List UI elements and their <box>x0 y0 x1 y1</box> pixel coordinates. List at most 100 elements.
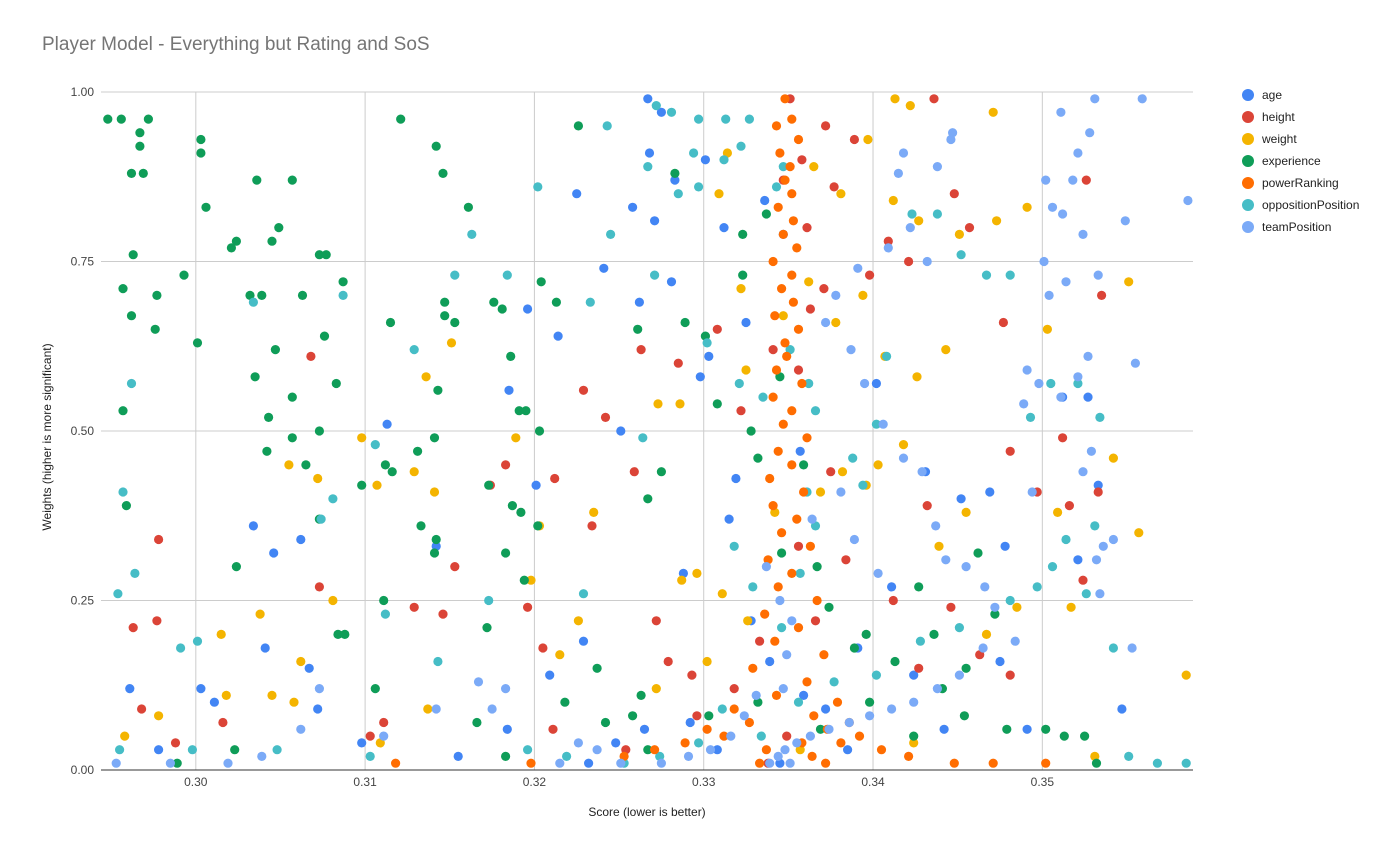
data-point-height <box>314 582 324 592</box>
data-point-powerRanking <box>1041 758 1051 768</box>
legend-item-teamPosition[interactable]: teamPosition <box>1242 216 1359 238</box>
data-point-teamPosition <box>1061 277 1071 287</box>
legend-item-weight[interactable]: weight <box>1242 128 1359 150</box>
data-point-teamPosition <box>1090 94 1100 104</box>
data-point-age <box>656 107 667 117</box>
data-point-teamPosition <box>1073 148 1083 158</box>
data-point-height <box>805 304 816 314</box>
data-point-weight <box>653 399 663 409</box>
data-point-weight <box>778 311 788 321</box>
data-point-powerRanking <box>777 528 787 538</box>
data-point-teamPosition <box>1047 202 1058 212</box>
data-point-teamPosition <box>223 758 233 768</box>
data-point-experience <box>501 751 511 762</box>
data-point-teamPosition <box>656 758 667 768</box>
data-point-weight <box>702 656 712 667</box>
data-point-experience <box>534 426 545 436</box>
data-point-powerRanking <box>760 609 770 619</box>
data-point-weight <box>1053 507 1063 517</box>
data-point-experience <box>507 501 517 511</box>
data-point-oppositionPosition <box>694 182 704 192</box>
data-point-height <box>523 602 533 612</box>
data-point-oppositionPosition <box>365 751 375 762</box>
data-point-experience <box>319 331 330 341</box>
data-point-experience <box>267 236 277 246</box>
data-point-weight <box>357 433 367 443</box>
data-point-weight <box>837 467 848 477</box>
data-point-teamPosition <box>1022 365 1032 375</box>
data-point-height <box>1078 575 1088 585</box>
data-point-experience <box>753 453 763 463</box>
data-point-experience <box>890 656 900 667</box>
data-point-oppositionPosition <box>380 609 390 619</box>
data-point-experience <box>431 141 441 151</box>
legend-item-oppositionPosition[interactable]: oppositionPosition <box>1242 194 1359 216</box>
data-point-experience <box>333 629 343 640</box>
data-point-oppositionPosition <box>1081 589 1091 599</box>
data-point-weight <box>284 460 294 470</box>
data-point-weight <box>1022 202 1032 212</box>
data-point-powerRanking <box>793 134 804 145</box>
data-point-oppositionPosition <box>858 480 868 490</box>
data-point-experience <box>103 114 113 124</box>
data-point-teamPosition <box>909 697 919 707</box>
data-point-height <box>1081 175 1091 185</box>
data-point-weight <box>941 345 951 355</box>
data-point-teamPosition <box>296 724 306 734</box>
data-point-experience <box>1041 724 1051 734</box>
legend-marker <box>1242 177 1254 189</box>
data-point-powerRanking <box>812 595 822 606</box>
legend-item-age[interactable]: age <box>1242 84 1359 106</box>
series-weight <box>120 94 1191 762</box>
data-point-height <box>687 670 697 680</box>
data-point-experience <box>126 311 137 321</box>
data-point-age <box>650 216 660 226</box>
data-point-oppositionPosition <box>1152 758 1162 768</box>
legend-item-height[interactable]: height <box>1242 106 1359 128</box>
data-point-weight <box>898 440 909 450</box>
data-point-teamPosition <box>257 751 267 762</box>
data-point-powerRanking <box>793 623 804 633</box>
data-point-height <box>218 717 228 728</box>
data-point-experience <box>226 243 236 253</box>
data-point-experience <box>370 684 380 694</box>
data-point-weight <box>589 507 599 517</box>
data-point-experience <box>704 711 714 721</box>
data-point-powerRanking <box>805 541 816 551</box>
data-point-weight <box>328 595 338 606</box>
data-point-age <box>382 419 392 429</box>
data-point-height <box>1093 487 1103 497</box>
legend-item-experience[interactable]: experience <box>1242 150 1359 172</box>
data-point-powerRanking <box>702 724 712 734</box>
legend-label: teamPosition <box>1262 220 1332 234</box>
data-point-height <box>1058 433 1068 443</box>
data-point-oppositionPosition <box>758 392 768 402</box>
legend-label: weight <box>1262 132 1297 146</box>
data-point-oppositionPosition <box>702 338 712 348</box>
data-point-powerRanking <box>778 229 788 239</box>
data-point-experience <box>440 297 450 307</box>
data-point-weight <box>888 195 898 206</box>
data-point-age <box>741 317 751 328</box>
data-point-powerRanking <box>778 419 788 429</box>
data-point-experience <box>633 324 643 334</box>
data-point-experience <box>536 277 546 287</box>
data-point-teamPosition <box>931 521 941 531</box>
data-point-experience <box>573 121 584 131</box>
data-point-oppositionPosition <box>734 378 744 389</box>
data-point-age <box>578 636 589 646</box>
data-point-weight <box>555 650 565 660</box>
data-point-oppositionPosition <box>882 351 892 361</box>
data-point-teamPosition <box>917 467 927 477</box>
data-point-teamPosition <box>898 453 909 463</box>
data-point-experience <box>196 148 206 158</box>
data-point-powerRanking <box>773 446 783 456</box>
data-point-experience <box>252 175 262 185</box>
data-point-oppositionPosition <box>192 636 203 646</box>
data-point-weight <box>981 629 992 640</box>
data-point-teamPosition <box>865 711 875 721</box>
data-point-teamPosition <box>836 487 846 497</box>
data-point-age <box>584 758 594 768</box>
legend-item-powerRanking[interactable]: powerRanking <box>1242 172 1359 194</box>
data-point-experience <box>501 548 511 558</box>
